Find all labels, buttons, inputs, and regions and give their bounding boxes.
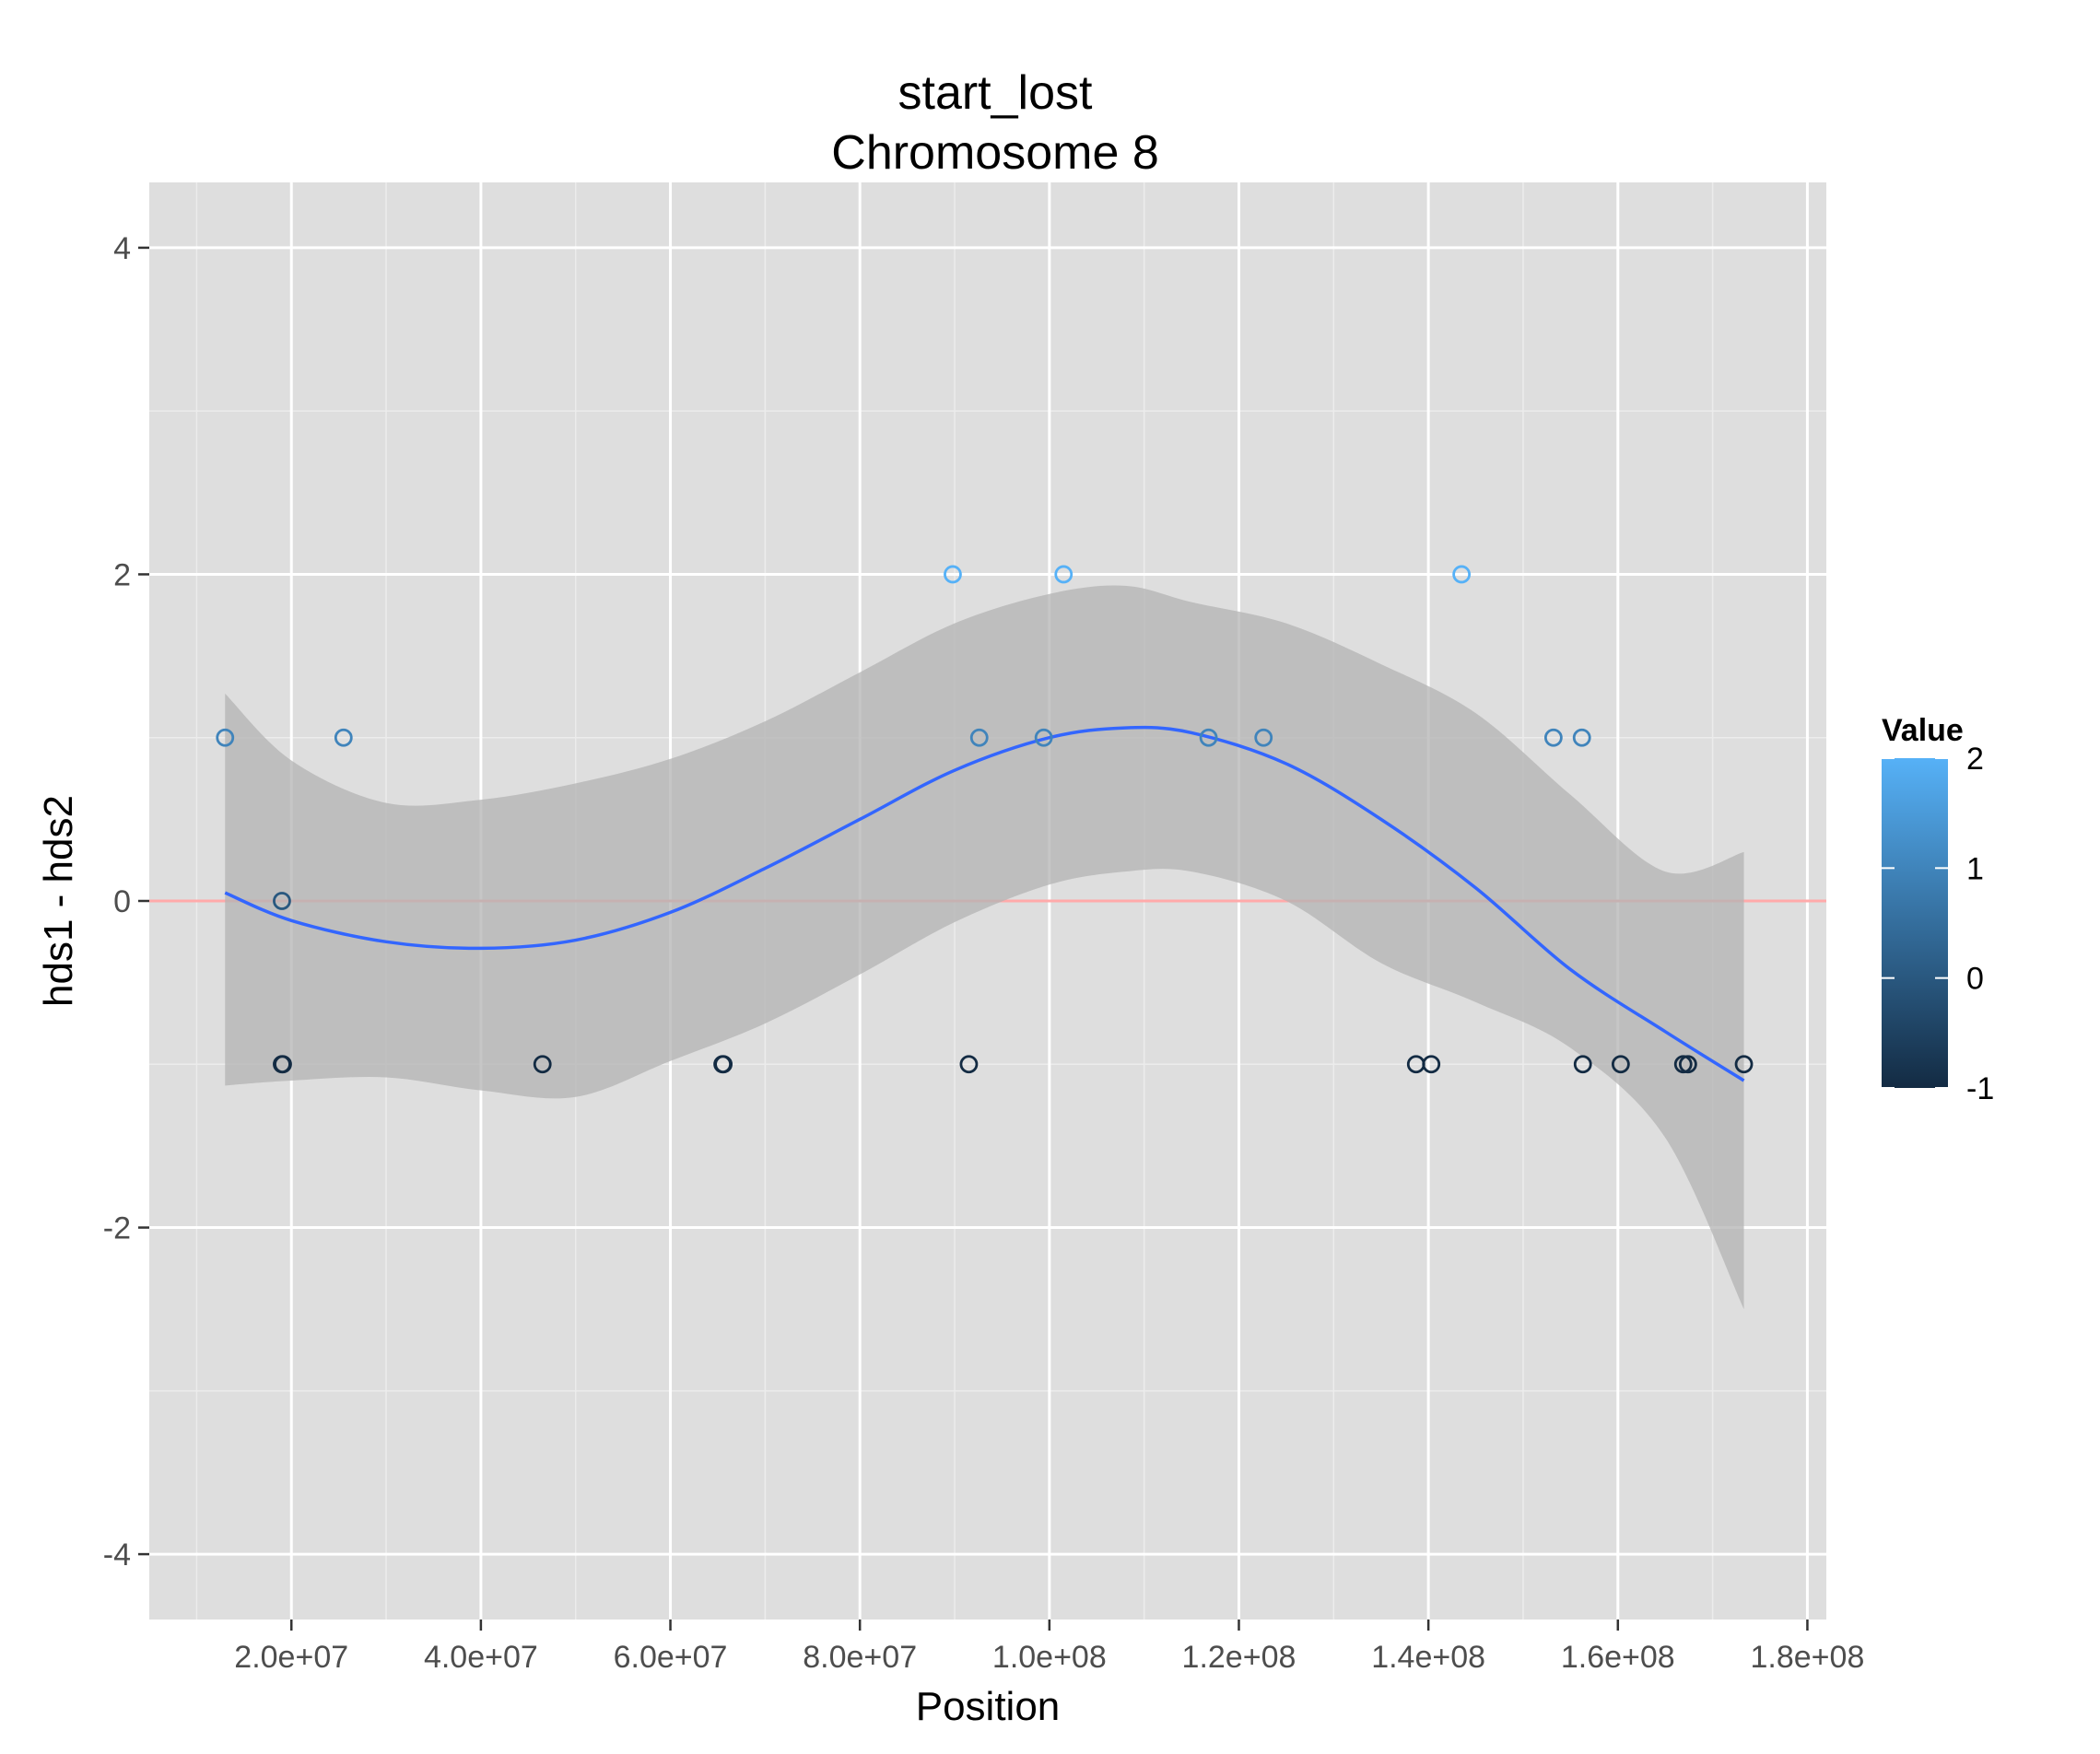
x-axis: 2.0e+07 4.0e+07 6.0e+07 8.0e+07 1.0e+08 1.2e+…: [234, 1620, 1864, 1675]
color-legend: Value 2 1 0 -1: [1882, 713, 1994, 1106]
x-tick-label: 1.6e+08: [1561, 1640, 1675, 1675]
data-point: [1199, 728, 1218, 747]
data-point: [1034, 728, 1053, 747]
data-point: [1452, 565, 1472, 584]
data-point: [1422, 1055, 1441, 1074]
data-point: [1054, 565, 1073, 584]
x-tick-label: 1.8e+08: [1751, 1640, 1865, 1675]
chart-title: start_lost: [898, 66, 1094, 120]
x-tick-label: 2.0e+07: [234, 1640, 348, 1675]
data-point: [273, 892, 291, 910]
y-tick-label: 0: [113, 884, 131, 919]
legend-breaks: 2 1 0 -1: [1882, 742, 1994, 1106]
x-tick-label: 1.2e+08: [1182, 1640, 1296, 1675]
chart-subtitle: Chromosome 8: [831, 126, 1158, 180]
x-tick-label: 6.0e+07: [614, 1640, 728, 1675]
x-tick-label: 1.4e+08: [1371, 1640, 1485, 1675]
x-tick-label: 8.0e+07: [803, 1640, 917, 1675]
data-point: [714, 1055, 733, 1074]
data-point: [334, 728, 353, 747]
y-tick-label: 2: [113, 557, 131, 592]
data-points: [216, 565, 1754, 1074]
y-axis: -4 -2 0 2 4: [103, 231, 149, 1573]
y-axis-title: hds1 - hds2: [36, 795, 81, 1007]
legend-break-label: 2: [1966, 742, 1984, 777]
data-point: [1543, 728, 1563, 747]
legend-break-label: -1: [1966, 1071, 1994, 1106]
legend-title: Value: [1882, 713, 1964, 748]
y-tick-label: -4: [103, 1538, 131, 1573]
data-point: [533, 1055, 552, 1074]
smooth-trend-line: [224, 725, 1745, 1082]
data-point: [274, 1055, 292, 1074]
x-tick-label: 1.0e+08: [992, 1640, 1107, 1675]
data-point: [1673, 1055, 1693, 1074]
data-point: [959, 1055, 979, 1074]
legend-break-label: 1: [1966, 851, 1984, 886]
confidence-ribbon: [225, 585, 1744, 1310]
data-point: [1734, 1055, 1754, 1074]
data-point: [216, 728, 235, 747]
data-point: [1254, 728, 1273, 747]
data-point: [1611, 1055, 1630, 1074]
legend-break-label: 0: [1966, 962, 1984, 997]
data-point: [1573, 1055, 1592, 1074]
data-point: [1678, 1055, 1697, 1074]
x-axis-title: Position: [916, 1684, 1061, 1729]
data-point: [969, 728, 989, 747]
x-tick-label: 4.0e+07: [424, 1640, 538, 1675]
data-point: [944, 565, 962, 584]
legend-colorbar: [1882, 758, 1948, 1088]
data-point: [1572, 728, 1591, 747]
y-tick-label: 4: [113, 231, 131, 266]
y-tick-label: -2: [103, 1211, 131, 1246]
